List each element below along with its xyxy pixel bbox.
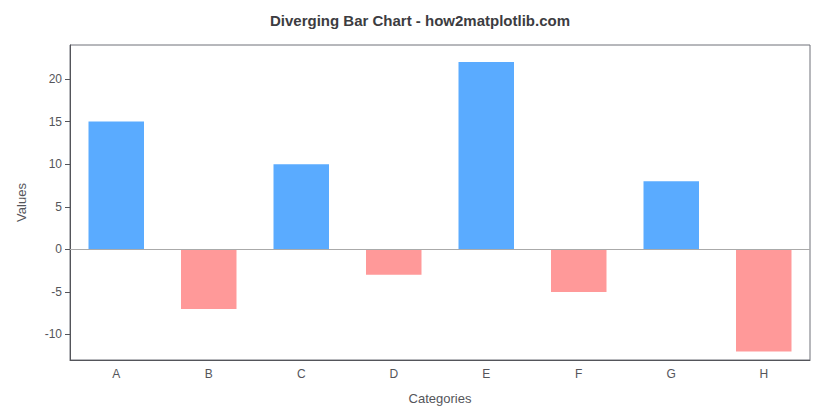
svg-text:10: 10 [49,157,63,171]
svg-text:A: A [112,367,120,381]
svg-text:F: F [575,367,582,381]
svg-text:-5: -5 [51,285,62,299]
svg-text:Categories: Categories [409,391,472,406]
svg-text:15: 15 [49,115,63,129]
svg-text:20: 20 [49,72,63,86]
svg-text:Diverging Bar Chart - how2matp: Diverging Bar Chart - how2matplotlib.com [270,12,570,29]
svg-text:0: 0 [55,242,62,256]
svg-text:E: E [482,367,490,381]
svg-text:-10: -10 [45,327,63,341]
svg-text:D: D [389,367,398,381]
svg-text:B: B [205,367,213,381]
svg-text:G: G [667,367,676,381]
svg-text:H: H [759,367,768,381]
svg-text:Values: Values [14,183,29,222]
svg-text:5: 5 [55,200,62,214]
svg-text:C: C [297,367,306,381]
